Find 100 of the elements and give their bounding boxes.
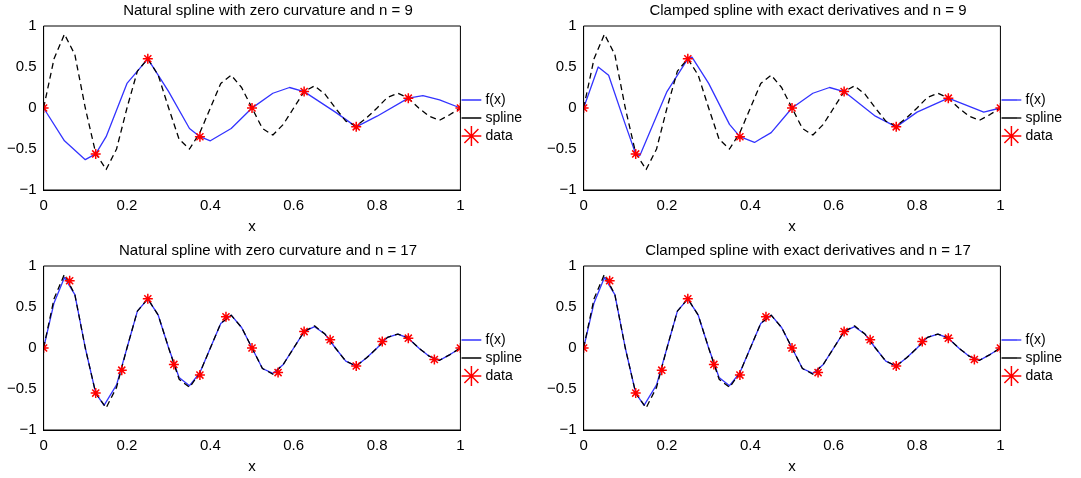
x-tick-label: 0.8 xyxy=(366,436,388,454)
x-axis-title: x xyxy=(788,457,797,475)
point xyxy=(786,342,798,354)
point xyxy=(220,311,232,323)
x-axis-title: x xyxy=(788,217,797,235)
point xyxy=(760,311,772,323)
point xyxy=(376,335,389,348)
chart-title: Clamped spline with exact derivatives and n = 9 xyxy=(649,1,967,19)
legend-label: f(x) xyxy=(485,90,506,107)
point xyxy=(942,92,955,104)
point xyxy=(734,369,746,381)
y-tick-label: 0.5 xyxy=(15,57,37,75)
x-tick-label: 0 xyxy=(579,196,588,214)
x-tick-label: 0 xyxy=(39,436,48,454)
x-tick-label: 1 xyxy=(996,436,1005,454)
point xyxy=(272,366,284,379)
point xyxy=(324,334,336,346)
point xyxy=(734,130,746,143)
point xyxy=(402,92,415,104)
x-tick-label: 0 xyxy=(39,196,48,214)
point xyxy=(629,387,642,399)
point xyxy=(838,325,850,338)
point xyxy=(968,353,981,366)
y-tick-label: −1 xyxy=(19,180,37,198)
point xyxy=(298,85,310,98)
x-tick-label: 1 xyxy=(996,196,1005,214)
y-tick-label: −0.5 xyxy=(6,379,37,397)
x-tick-label: 0.4 xyxy=(739,196,761,214)
point xyxy=(603,275,616,287)
point xyxy=(890,121,902,133)
x-tick-label: 0.2 xyxy=(656,196,678,214)
point xyxy=(708,358,720,371)
point xyxy=(194,130,206,143)
y-tick-label: 0.5 xyxy=(15,297,37,315)
x-tick-label: 0.6 xyxy=(283,196,305,214)
legend-label: f(x) xyxy=(1025,330,1046,347)
point xyxy=(142,293,154,305)
legend-label: data xyxy=(1025,126,1053,143)
point xyxy=(786,102,798,114)
point xyxy=(246,102,258,114)
x-tick-label: 0.4 xyxy=(199,436,221,454)
point xyxy=(298,325,310,338)
chart-title: Natural spline with zero curvature and n = 17 xyxy=(118,241,418,259)
point xyxy=(890,360,902,372)
y-tick-label: 0 xyxy=(28,338,37,356)
y-tick-label: 0 xyxy=(568,338,577,356)
point xyxy=(168,358,180,371)
y-tick-label: 1 xyxy=(568,256,577,274)
y-tick-label: −0.5 xyxy=(546,379,577,397)
x-tick-label: 0.8 xyxy=(366,196,388,214)
legend-label: spline xyxy=(1025,108,1063,125)
y-tick-label: −1 xyxy=(559,180,577,198)
x-tick-label: 1 xyxy=(456,196,465,214)
y-tick-label: 0 xyxy=(28,98,37,116)
legend-label: data xyxy=(485,126,513,143)
x-axis-title: x xyxy=(248,457,257,475)
point xyxy=(682,53,694,65)
x-tick-label: 0.8 xyxy=(906,196,928,214)
point xyxy=(89,148,102,160)
point xyxy=(682,293,694,305)
chart-title: Natural spline with zero curvature and n = 9 xyxy=(123,1,413,19)
legend-label: f(x) xyxy=(485,330,506,347)
point xyxy=(656,364,668,376)
point xyxy=(89,387,102,399)
legend-label: f(x) xyxy=(1025,90,1046,107)
legend-label: spline xyxy=(1025,348,1063,365)
point xyxy=(142,53,154,65)
point xyxy=(629,148,642,160)
x-tick-label: 0.4 xyxy=(739,436,761,454)
point xyxy=(350,360,362,372)
point xyxy=(916,335,929,348)
point xyxy=(194,369,206,381)
y-tick-label: −0.5 xyxy=(6,139,37,157)
chart-title: Clamped spline with exact derivatives and n = 17 xyxy=(645,241,971,259)
legend-label: data xyxy=(485,366,513,383)
point xyxy=(116,364,128,376)
point xyxy=(942,332,955,344)
y-tick-label: 1 xyxy=(28,256,37,274)
y-tick-label: 1 xyxy=(28,16,37,34)
x-tick-label: 0.2 xyxy=(116,196,138,214)
y-tick-label: −1 xyxy=(559,420,577,438)
point xyxy=(246,342,258,354)
point xyxy=(63,275,76,287)
legend-label: spline xyxy=(485,348,523,365)
x-axis-title: x xyxy=(248,217,257,235)
point xyxy=(428,353,441,366)
y-tick-label: −0.5 xyxy=(546,139,577,157)
point xyxy=(402,332,415,344)
y-tick-label: 0.5 xyxy=(555,57,577,75)
point xyxy=(350,121,362,133)
legend-label: data xyxy=(1025,366,1053,383)
x-tick-label: 1 xyxy=(456,436,465,454)
y-tick-label: 1 xyxy=(568,16,577,34)
point xyxy=(838,85,850,98)
legend-label: spline xyxy=(485,108,523,125)
y-tick-label: 0 xyxy=(568,98,577,116)
x-tick-label: 0 xyxy=(579,436,588,454)
x-tick-label: 0.2 xyxy=(656,436,678,454)
point xyxy=(864,334,876,346)
x-tick-label: 0.6 xyxy=(283,436,305,454)
